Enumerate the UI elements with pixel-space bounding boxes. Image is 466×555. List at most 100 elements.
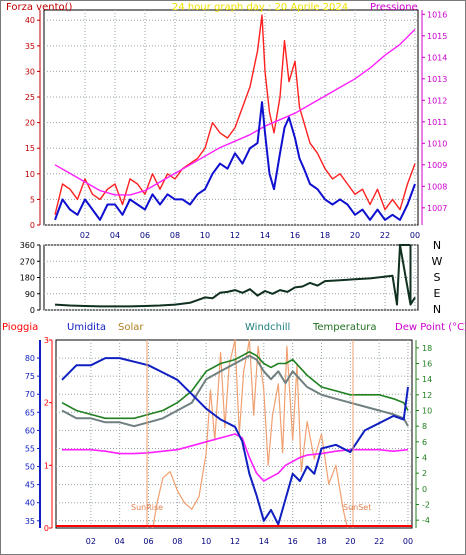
humidity-tick-label: 65	[25, 408, 35, 417]
wind-speed-series	[54, 101, 416, 221]
wind-direction-tick-label: 360	[20, 241, 35, 250]
pressure-axis-label: Pressione	[370, 2, 418, 13]
wind-direction-tick-label: 0	[30, 306, 35, 315]
wind-direction-tick-label: 180	[20, 274, 35, 283]
humidity-tick-label: 60	[25, 426, 35, 435]
x-tick-label: 00	[403, 537, 413, 546]
wind-speed-axis-label: Forza vento()	[6, 2, 73, 13]
x-tick-label: 14	[259, 537, 269, 546]
temperature-series	[61, 351, 409, 420]
pressure-tick-label: 1015	[427, 32, 447, 41]
x-tick-label: 14	[260, 231, 270, 240]
sunset-label: SunSet	[343, 503, 371, 512]
chart-title: 24 hour graph day : 20 Aprile 2024	[172, 2, 348, 13]
wind-speed-tick-label: 0	[30, 221, 35, 230]
temperature-tick-label: 4	[422, 454, 427, 463]
temperature-tick-label: 8	[422, 422, 427, 431]
temperature-tick-label: -4	[422, 516, 430, 525]
x-tick-label: 06	[143, 537, 153, 546]
temperature-tick-label: -2	[422, 501, 430, 510]
x-tick-label: 02	[86, 537, 96, 546]
humidity-tick-label: 50	[25, 463, 35, 472]
rain-tick-label: 0	[44, 524, 49, 533]
x-tick-label: 18	[316, 537, 326, 546]
compass-direction-label: E	[434, 287, 441, 300]
x-tick-label: 22	[374, 537, 384, 546]
wind-speed-tick-label: 5	[30, 195, 35, 204]
pressure-tick-label: 1007	[427, 204, 447, 213]
wind-speed-tick-label: 20	[25, 119, 35, 128]
x-tick-label: 20	[350, 231, 360, 240]
humidity-tick-label: 55	[25, 444, 35, 453]
rain-tick-label: 1	[44, 461, 49, 470]
x-tick-label: 12	[230, 537, 240, 546]
wind-gust-series	[54, 14, 416, 215]
x-tick-label: 20	[345, 537, 355, 546]
x-tick-label: 10	[200, 231, 210, 240]
compass-direction-label: N	[433, 303, 441, 316]
x-tick-label: 16	[290, 231, 300, 240]
compass-direction-label: N	[433, 239, 441, 252]
temperature-tick-label: 10	[422, 407, 432, 416]
legend-humidity: Umidita	[67, 322, 106, 333]
wind-speed-tick-label: 40	[25, 16, 35, 25]
rain-tick-label: 3	[44, 336, 49, 345]
x-tick-label: 02	[80, 231, 90, 240]
pressure-tick-label: 1013	[427, 75, 447, 84]
wind-speed-tick-label: 35	[25, 42, 35, 51]
x-tick-label: 10	[201, 537, 211, 546]
legend-dew-point: Dew Point (°C)	[395, 322, 466, 333]
windchill-series	[61, 354, 409, 428]
pressure-tick-label: 1009	[427, 161, 447, 170]
temperature-tick-label: 0	[422, 485, 427, 494]
pressure-tick-label: 1016	[427, 10, 447, 19]
x-tick-label: 08	[170, 231, 180, 240]
temperature-tick-label: 16	[422, 360, 432, 369]
pressure-tick-label: 1011	[427, 118, 447, 127]
wind-direction-tick-label: 270	[20, 257, 35, 266]
temperature-tick-label: 6	[422, 438, 427, 447]
sunrise-label: SunRise	[131, 503, 163, 512]
x-tick-label: 08	[172, 537, 182, 546]
humidity-tick-label: 75	[25, 372, 35, 381]
legend-temperature: Temperatura	[312, 322, 377, 333]
x-tick-label: 22	[380, 231, 390, 240]
pressure-tick-label: 1010	[427, 139, 447, 148]
x-tick-label: 06	[140, 231, 150, 240]
legend-windchill: Windchill	[245, 322, 290, 333]
x-tick-label: 18	[320, 231, 330, 240]
compass-direction-label: W	[432, 255, 443, 268]
wind-speed-tick-label: 10	[25, 170, 35, 179]
humidity-tick-label: 80	[25, 354, 35, 363]
pressure-tick-label: 1008	[427, 182, 447, 191]
x-tick-label: 04	[115, 537, 125, 546]
legend-solar: Solar	[118, 322, 144, 333]
x-tick-label: 00	[410, 231, 420, 240]
solar-series	[152, 339, 349, 529]
pressure-tick-label: 1014	[427, 53, 447, 62]
humidity-tick-label: 40	[25, 499, 35, 508]
wind-speed-tick-label: 25	[25, 93, 35, 102]
wind-direction-tick-label: 90	[25, 290, 35, 299]
wind-speed-tick-label: 30	[25, 67, 35, 76]
rain-tick-label: 2	[44, 399, 49, 408]
compass-direction-label: S	[434, 271, 441, 284]
x-tick-label: 16	[288, 537, 298, 546]
legend-rain: Pioggia	[2, 322, 38, 333]
humidity-tick-label: 35	[25, 517, 35, 526]
x-tick-label: 12	[230, 231, 240, 240]
temperature-tick-label: 14	[422, 375, 432, 384]
humidity-tick-label: 70	[25, 390, 35, 399]
pressure-tick-label: 1012	[427, 96, 447, 105]
pressure-series	[54, 28, 416, 196]
wind-speed-tick-label: 15	[25, 144, 35, 153]
temperature-tick-label: 18	[422, 344, 432, 353]
wind-pressure-plot-area	[43, 9, 419, 226]
humidity-series	[61, 357, 409, 526]
dew-point-series	[62, 433, 409, 482]
humidity-tick-label: 45	[25, 481, 35, 490]
x-tick-label: 04	[110, 231, 120, 240]
temperature-tick-label: 12	[422, 391, 432, 400]
temperature-tick-label: 2	[422, 469, 427, 478]
